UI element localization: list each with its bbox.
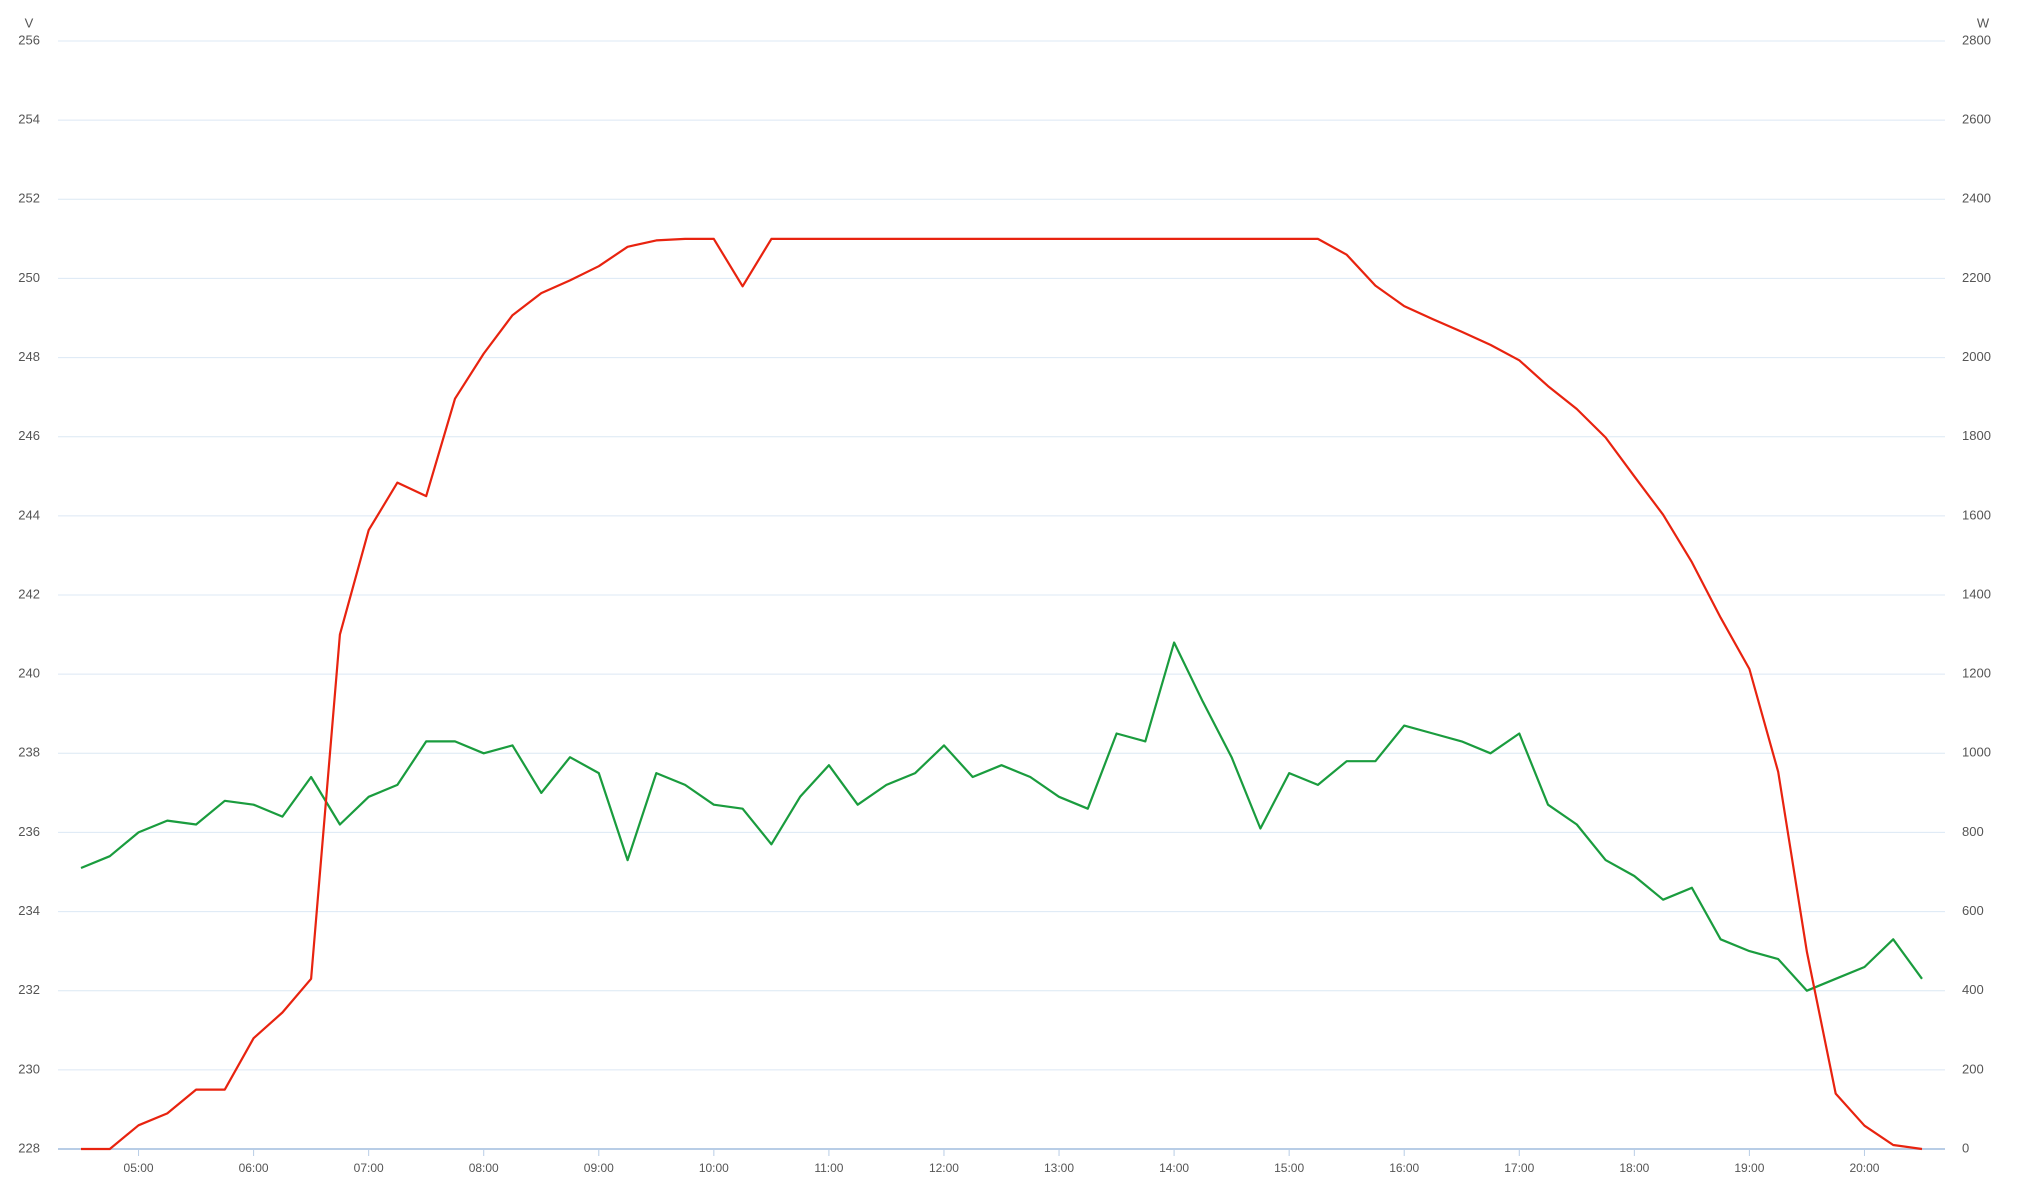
y2-tick-label: 1400: [1962, 586, 1991, 601]
x-tick-label: 09:00: [584, 1161, 614, 1175]
x-tick-label: 19:00: [1734, 1161, 1764, 1175]
y2-tick-label: 1800: [1962, 428, 1991, 443]
y2-tick-label: 200: [1962, 1061, 1984, 1076]
y-tick-label: 236: [18, 824, 40, 839]
x-tick-label: 08:00: [469, 1161, 499, 1175]
y-tick-label: 240: [18, 666, 40, 681]
y-tick-label: 254: [18, 112, 40, 127]
y2-tick-label: 800: [1962, 824, 1984, 839]
y2-tick-label: 2200: [1962, 270, 1991, 285]
y2-tick-label: 1600: [1962, 507, 1991, 522]
y-axis-label: V: [25, 15, 34, 30]
y-tick-label: 244: [18, 507, 40, 522]
y-tick-label: 230: [18, 1061, 40, 1076]
x-tick-label: 15:00: [1274, 1161, 1304, 1175]
x-tick-label: 06:00: [239, 1161, 269, 1175]
y2-tick-label: 2000: [1962, 349, 1991, 364]
series-line: [80, 641, 1923, 992]
y-tick-label: 248: [18, 349, 40, 364]
y-tick-label: 238: [18, 745, 40, 760]
x-tick-label: 05:00: [124, 1161, 154, 1175]
y2-tick-label: 0: [1962, 1140, 1969, 1155]
y2-tick-label: 2400: [1962, 191, 1991, 206]
y2-axis-label: W: [1977, 15, 1990, 30]
y2-tick-label: 1200: [1962, 666, 1991, 681]
x-tick-label: 17:00: [1504, 1161, 1534, 1175]
x-tick-label: 13:00: [1044, 1161, 1074, 1175]
y2-tick-label: 2600: [1962, 112, 1991, 127]
y2-tick-label: 1000: [1962, 745, 1991, 760]
y2-tick-label: 400: [1962, 982, 1984, 997]
x-tick-label: 11:00: [814, 1161, 843, 1175]
x-tick-label: 18:00: [1619, 1161, 1649, 1175]
y-tick-label: 232: [18, 982, 40, 997]
y-tick-label: 228: [18, 1140, 40, 1155]
y-tick-label: 256: [18, 32, 40, 47]
y-tick-label: 250: [18, 270, 40, 285]
y2-tick-label: 2800: [1962, 32, 1991, 47]
y-tick-label: 246: [18, 428, 40, 443]
y-tick-label: 234: [18, 903, 40, 918]
y2-tick-label: 600: [1962, 903, 1984, 918]
x-tick-label: 10:00: [699, 1161, 729, 1175]
x-tick-label: 14:00: [1159, 1161, 1189, 1175]
x-tick-label: 16:00: [1389, 1161, 1419, 1175]
y-tick-label: 242: [18, 586, 40, 601]
x-tick-label: 12:00: [929, 1161, 959, 1175]
series-line: [81, 237, 1923, 1151]
x-tick-label: 20:00: [1849, 1161, 1879, 1175]
x-tick-label: 07:00: [354, 1161, 384, 1175]
y-tick-label: 252: [18, 191, 40, 206]
